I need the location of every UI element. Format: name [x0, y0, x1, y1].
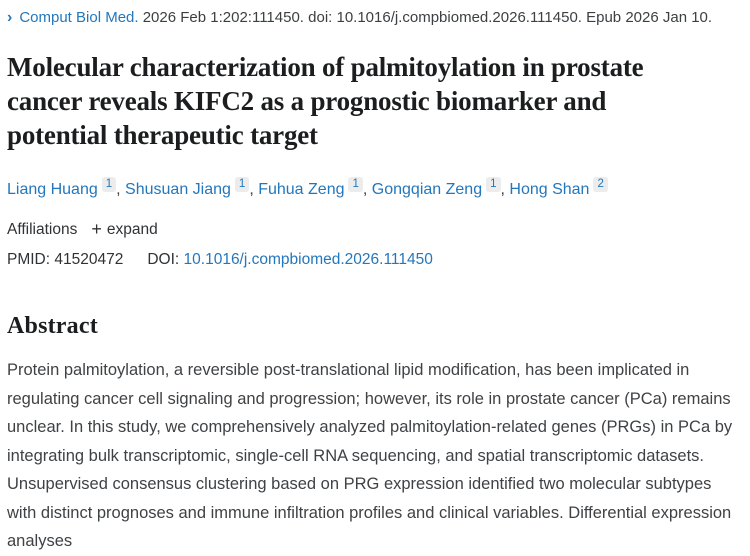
author-separator: , — [362, 181, 372, 198]
article-title: Molecular characterization of palmitoyla… — [7, 52, 644, 150]
expand-affiliations-button[interactable]: + expand — [91, 219, 157, 240]
author-link[interactable]: Shusuan Jiang — [125, 181, 231, 198]
author-separator: , — [249, 181, 259, 198]
pmid-value: 41520472 — [54, 251, 124, 268]
identifiers-row: PMID: 41520472 DOI: 10.1016/j.compbiomed.… — [7, 251, 736, 269]
authors-line: Liang Huang 1, Shusuan Jiang 1, Fuhua Zeng… — [7, 177, 736, 200]
affiliations-row: Affiliations + expand — [7, 219, 736, 240]
author-affiliation-sup[interactable]: 1 — [101, 177, 117, 192]
citation-meta: 2026 Feb 1:202:111450. doi: 10.1016/j.co… — [142, 9, 713, 26]
affiliations-label: Affiliations — [7, 220, 78, 238]
author-link[interactable]: Liang Huang — [7, 181, 98, 198]
expand-label: expand — [106, 220, 158, 238]
author-link[interactable]: Hong Shan — [509, 181, 590, 198]
author-link[interactable]: Gongqian Zeng — [371, 181, 483, 198]
abstract-text: Protein palmitoylation, a reversible pos… — [7, 361, 733, 550]
doi-link[interactable]: 10.1016/j.compbiomed.2026.111450 — [183, 251, 433, 268]
pmid-group: PMID: 41520472 — [7, 251, 123, 268]
citation: › Comput Biol Med. 2026 Feb 1:202:111450.… — [7, 7, 736, 29]
author-affiliation-sup[interactable]: 2 — [593, 177, 608, 192]
author-affiliation-sup[interactable]: 1 — [234, 177, 250, 192]
pmid-label: PMID: — [7, 251, 51, 268]
author-affiliation-sup[interactable]: 1 — [348, 177, 363, 192]
plus-icon: + — [91, 219, 102, 239]
doi-label: DOI: — [147, 251, 180, 268]
chevron-right-icon: › — [7, 9, 13, 26]
author-affiliation-sup[interactable]: 1 — [486, 177, 501, 192]
author-link[interactable]: Fuhua Zeng — [258, 181, 345, 198]
author-separator: , — [116, 181, 126, 198]
abstract-heading: Abstract — [7, 313, 98, 339]
doi-group: DOI: 10.1016/j.compbiomed.2026.111450 — [147, 251, 433, 268]
author-separator: , — [500, 181, 510, 198]
journal-link[interactable]: Comput Biol Med. — [19, 9, 139, 26]
